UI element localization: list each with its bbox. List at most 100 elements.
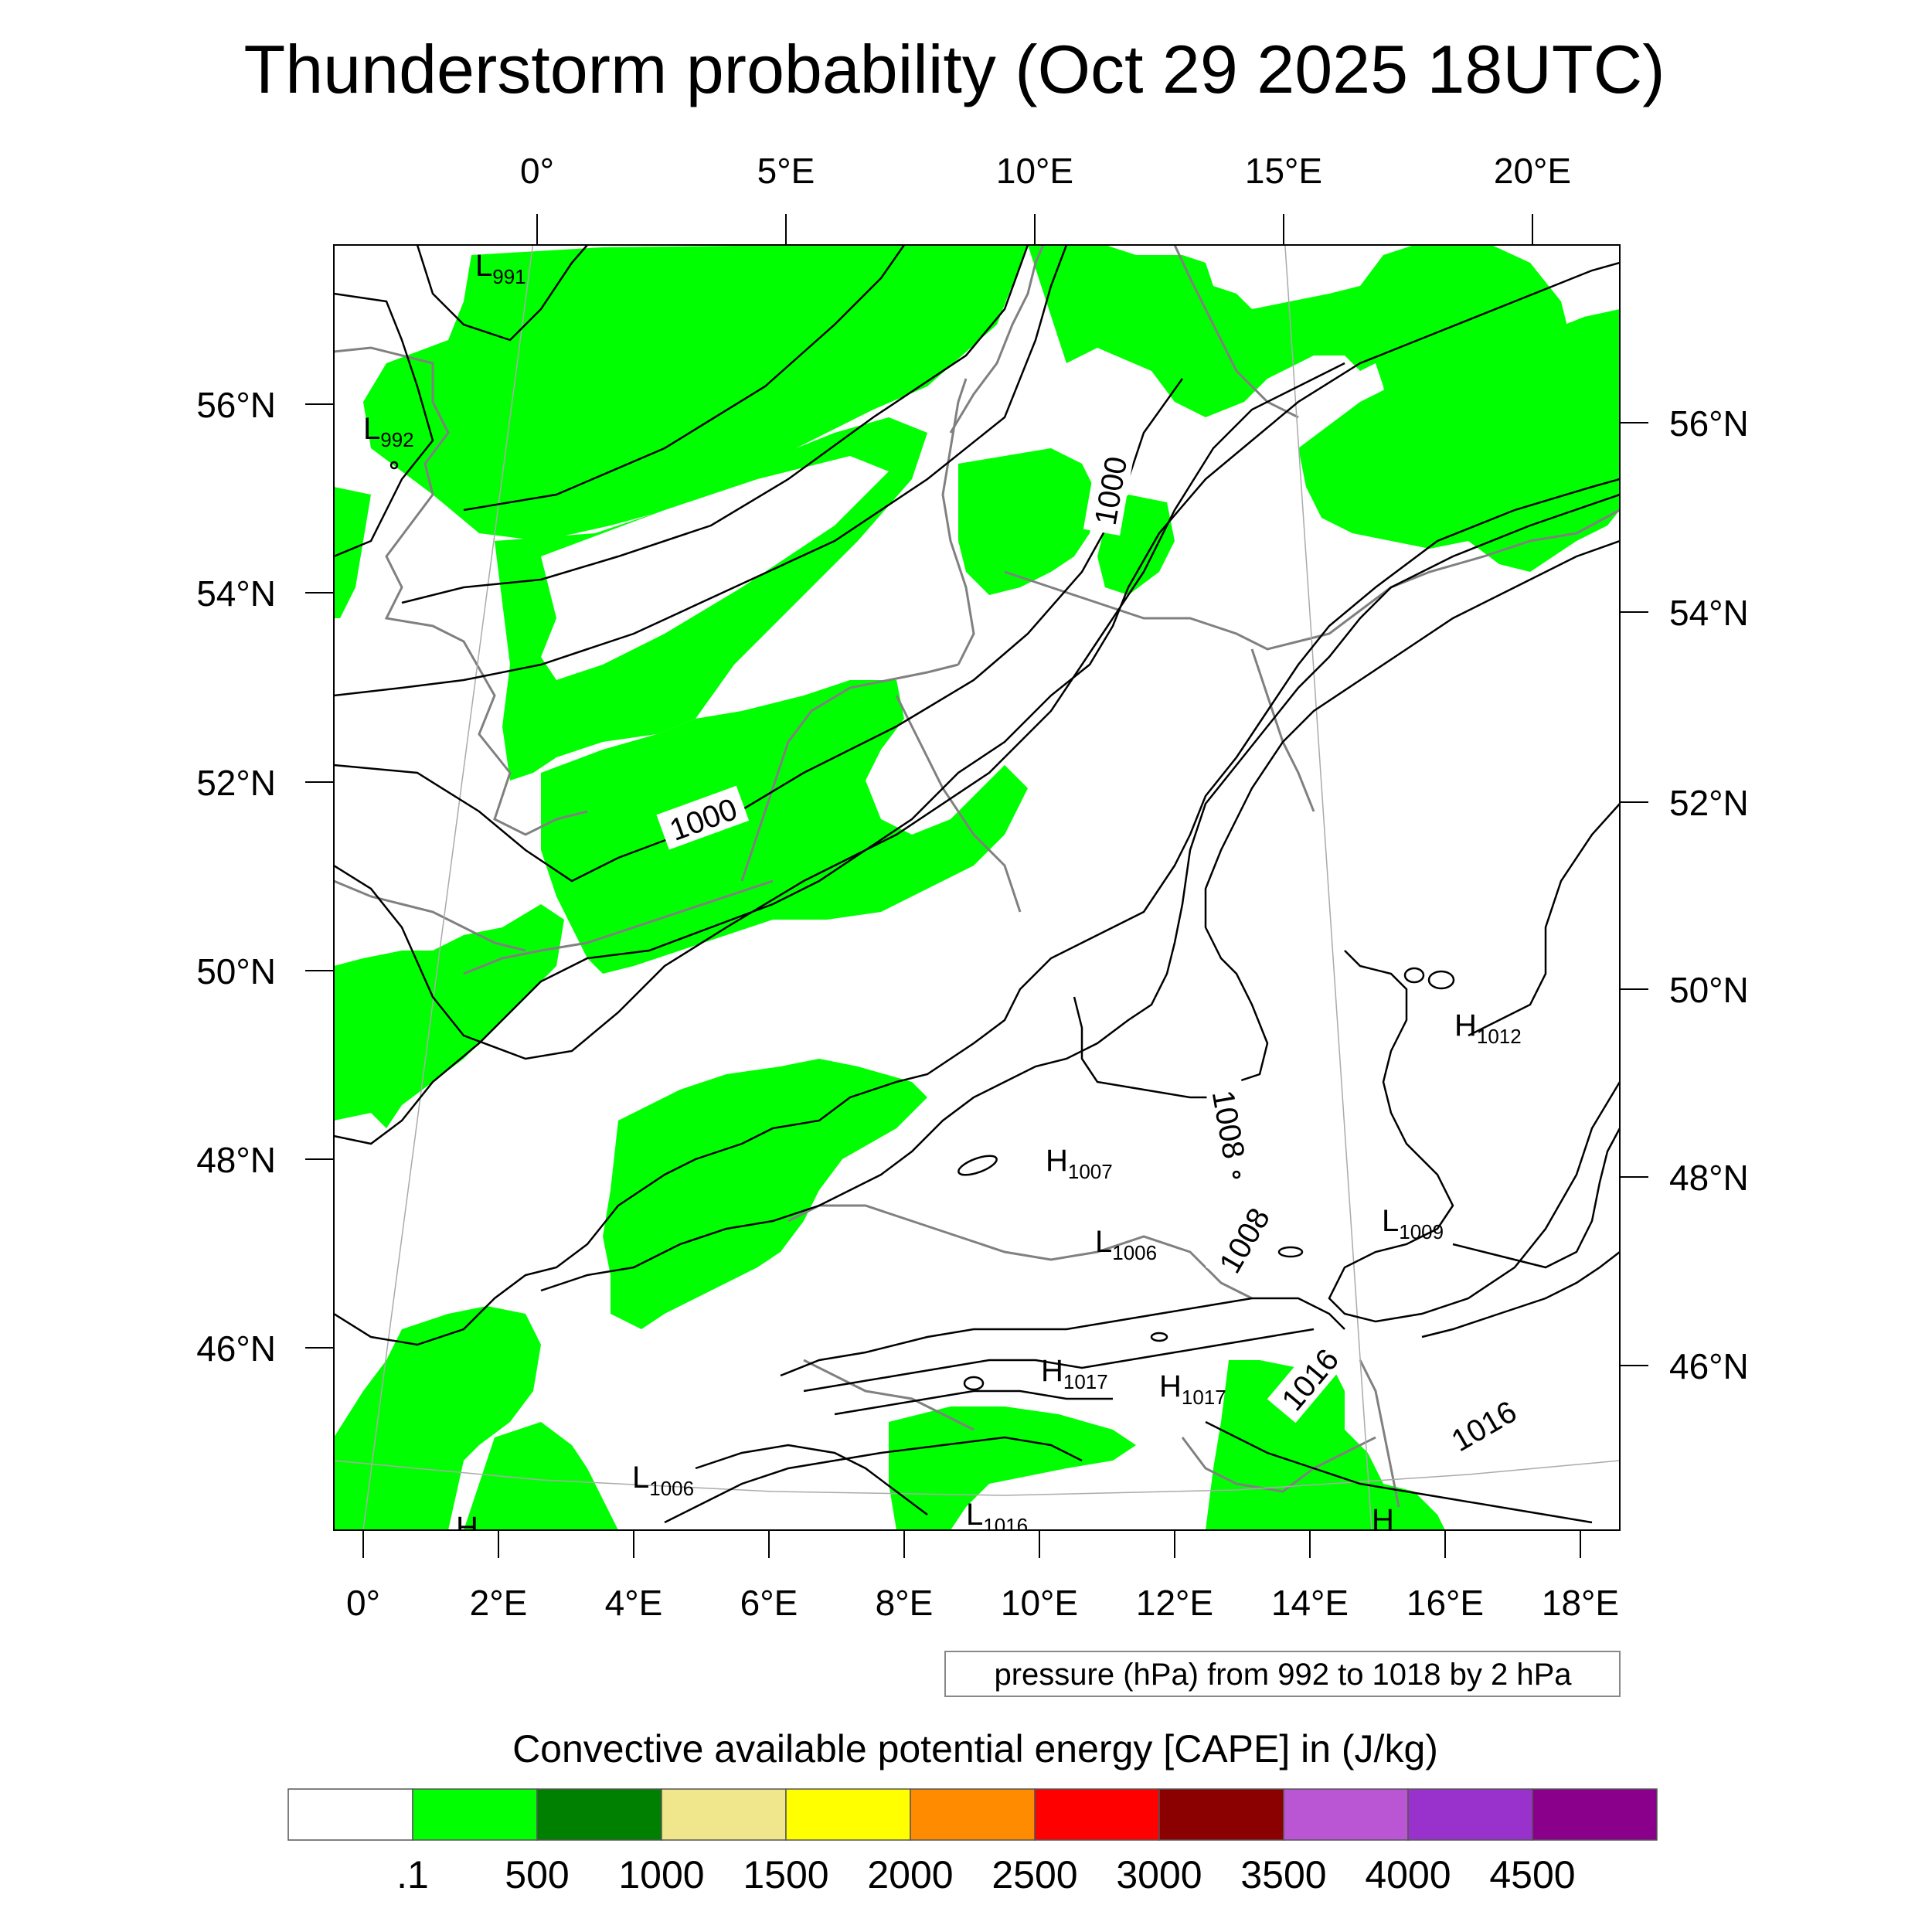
right-ticks xyxy=(1620,422,1648,1366)
coast-britain-south xyxy=(334,879,526,952)
high-center-southwest: H xyxy=(456,1511,478,1545)
isobar-996 xyxy=(463,245,906,512)
left-ticks xyxy=(305,403,334,1349)
left-lat-label: 50°N xyxy=(196,951,276,992)
top-lon-label: 0° xyxy=(520,151,554,191)
right-lat-label: 52°N xyxy=(1669,783,1749,823)
colorbar-box xyxy=(661,1788,787,1841)
top-lon-label: 20°E xyxy=(1494,151,1571,191)
map-title: Thunderstorm probability (Oct 29 2025 18… xyxy=(243,31,1665,107)
top-lon-label: 15°E xyxy=(1245,151,1322,191)
colorbar-box xyxy=(536,1788,662,1841)
colorbar-label: 1000 xyxy=(618,1853,704,1896)
top-lon-label: 10°E xyxy=(996,151,1073,191)
high-center-1007: H1007 xyxy=(1046,1144,1113,1183)
isobar-1010 xyxy=(1328,950,1620,1323)
cape-region-south-england xyxy=(334,487,371,618)
high-center-1012: H1012 xyxy=(1454,1009,1522,1048)
right-lat-label: 48°N xyxy=(1669,1158,1749,1198)
top-lon-label: 5°E xyxy=(757,151,815,191)
cape-region-ligurian xyxy=(889,1406,1136,1530)
bottom-lon-label: 14°E xyxy=(1271,1583,1349,1623)
map-area: 1000 1000 1008 1008 1016 1016 xyxy=(334,245,1620,1545)
isobar-southeast xyxy=(1205,1420,1593,1524)
isobar-1014 xyxy=(1452,1128,1620,1269)
low-center-1009: L1009 xyxy=(1382,1204,1444,1243)
pressure-centers: L991 L992 H1012 H1007 L1006 L1009 H1017 … xyxy=(363,249,1522,1545)
isobar-1000b xyxy=(334,378,1184,883)
loop-3 xyxy=(1427,970,1455,990)
left-lat-label: 48°N xyxy=(196,1140,276,1180)
top-lon-labels: 0° 5°E 10°E 15°E 20°E xyxy=(520,151,1571,191)
high-center-southeast: H xyxy=(1372,1503,1394,1537)
colorbar-label: 2000 xyxy=(867,1853,953,1896)
bottom-lon-label: 18°E xyxy=(1542,1583,1619,1623)
isobar-1016b xyxy=(664,1436,1083,1524)
colorbar-box xyxy=(785,1788,911,1841)
isobar-1008a xyxy=(540,493,1620,1292)
colorbar-title: Convective available potential energy [C… xyxy=(512,1727,1438,1770)
isobar-1002 xyxy=(334,362,1345,1060)
isobar-1008b xyxy=(1073,539,1620,1099)
bottom-lon-labels: 0° 2°E 4°E 6°E 8°E 10°E 12°E 14°E 16°E 1… xyxy=(346,1583,1619,1623)
bottom-lon-label: 4°E xyxy=(605,1583,663,1623)
left-lat-label: 56°N xyxy=(196,385,276,425)
graticule xyxy=(334,245,1620,1530)
border-france-germany xyxy=(895,695,1022,913)
coast-germany-north xyxy=(941,378,975,665)
isobar-1006 xyxy=(334,478,1620,1346)
isobar-1012 xyxy=(1468,803,1620,1037)
coast-croatia xyxy=(1359,1359,1400,1508)
cape-region-provence xyxy=(464,1422,618,1530)
coast-britain-east xyxy=(334,346,588,836)
isobar-991 xyxy=(416,245,588,342)
isobar-1004 xyxy=(334,261,1620,1145)
colorbar-box xyxy=(1283,1788,1409,1841)
coast-ligurian xyxy=(803,1359,975,1431)
border-alps xyxy=(787,1204,1253,1300)
colorbar-box xyxy=(1532,1788,1658,1841)
cape-region-baltic-east xyxy=(1298,309,1620,572)
low-center-1006-b: L1006 xyxy=(632,1461,694,1500)
colorbar-box xyxy=(1034,1788,1160,1841)
low-center-992: L992 xyxy=(363,412,414,451)
loop-1 xyxy=(957,1155,998,1176)
isobar-994 xyxy=(334,292,434,558)
low-center-1016: L1016 xyxy=(966,1498,1028,1537)
bottom-lon-label: 12°E xyxy=(1136,1583,1213,1623)
high-center-1017-b: H1017 xyxy=(1159,1369,1226,1409)
isobar-1000a xyxy=(334,245,1068,697)
isobar-loops xyxy=(389,461,1455,1391)
left-lat-label: 52°N xyxy=(196,763,276,803)
right-lat-label: 50°N xyxy=(1669,970,1749,1010)
colorbar-label: .1 xyxy=(396,1853,429,1896)
colorbar-label: 4500 xyxy=(1489,1853,1575,1896)
loop-2 xyxy=(1403,967,1425,984)
colorbar-box xyxy=(287,1788,413,1841)
coast-netherlands xyxy=(740,663,959,882)
contour-info-box: pressure (hPa) from 992 to 1018 by 2 hPa xyxy=(944,1651,1621,1697)
left-lat-label: 46°N xyxy=(196,1328,276,1369)
isobar-1016a xyxy=(1421,1251,1620,1338)
low-center-1006-a: L1006 xyxy=(1095,1225,1157,1264)
colorbar-label: 3500 xyxy=(1240,1853,1326,1896)
colorbar-labels: .1 500 1000 1500 2000 2500 3000 3500 4000 4500 xyxy=(396,1853,1575,1896)
isobar-south xyxy=(695,1444,928,1515)
low-center-991: L991 xyxy=(475,249,526,288)
cape-gap xyxy=(541,456,889,680)
loop-5 xyxy=(1232,1170,1241,1179)
colorbar-box xyxy=(412,1788,538,1841)
loop-4 xyxy=(1277,1246,1304,1258)
colorbar-label: 500 xyxy=(505,1853,569,1896)
loop-7 xyxy=(963,1376,985,1391)
coast-channel-france xyxy=(463,879,774,975)
bottom-lon-label: 2°E xyxy=(470,1583,528,1623)
left-lat-label: 54°N xyxy=(196,573,276,614)
colorbar-box xyxy=(1407,1788,1533,1841)
isobar-998 xyxy=(401,245,1029,604)
cape-region-northsea xyxy=(363,245,1028,541)
isobar-alps1 xyxy=(780,1297,1345,1377)
left-lat-labels: 56°N 54°N 52°N 50°N 48°N 46°N xyxy=(196,385,276,1369)
